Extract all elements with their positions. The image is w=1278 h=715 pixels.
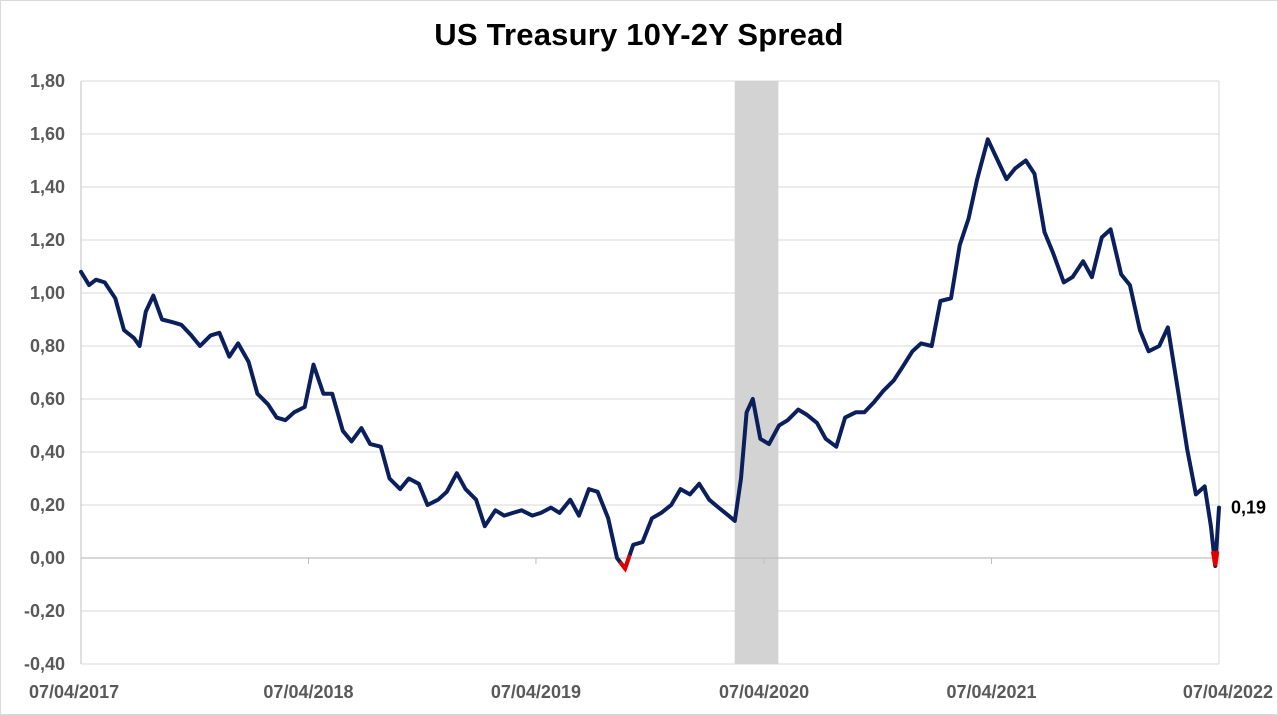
y-tick-label: 1,40 xyxy=(30,177,65,197)
y-tick-label: 1,60 xyxy=(30,124,65,144)
series-line xyxy=(79,137,1221,571)
y-tick-label: -0,40 xyxy=(24,654,65,674)
y-tick-label: 1,20 xyxy=(30,230,65,250)
x-tick-label: 07/04/2020 xyxy=(719,682,809,702)
y-tick-label: 1,00 xyxy=(30,283,65,303)
shaded-region xyxy=(734,81,779,664)
end-value-label: 0,19 xyxy=(1231,498,1266,518)
negative-segment xyxy=(619,554,632,573)
y-tick-label: 0,00 xyxy=(30,548,65,568)
x-tick-label: 07/04/2017 xyxy=(29,682,119,702)
y-tick-label: -0,20 xyxy=(24,601,65,621)
y-tick-label: 1,80 xyxy=(30,71,65,91)
y-tick-label: 0,40 xyxy=(30,442,65,462)
x-tick-label: 07/04/2022 xyxy=(1183,682,1273,702)
y-tick-label: 0,80 xyxy=(30,336,65,356)
x-tick-label: 07/04/2018 xyxy=(263,682,353,702)
y-tick-label: 0,20 xyxy=(30,495,65,515)
x-tick-label: 07/04/2021 xyxy=(946,682,1036,702)
y-tick-label: 0,60 xyxy=(30,389,65,409)
negative-segment xyxy=(1211,550,1220,567)
chart-title: US Treasury 10Y-2Y Spread xyxy=(434,17,844,52)
x-tick-label: 07/04/2019 xyxy=(491,682,581,702)
